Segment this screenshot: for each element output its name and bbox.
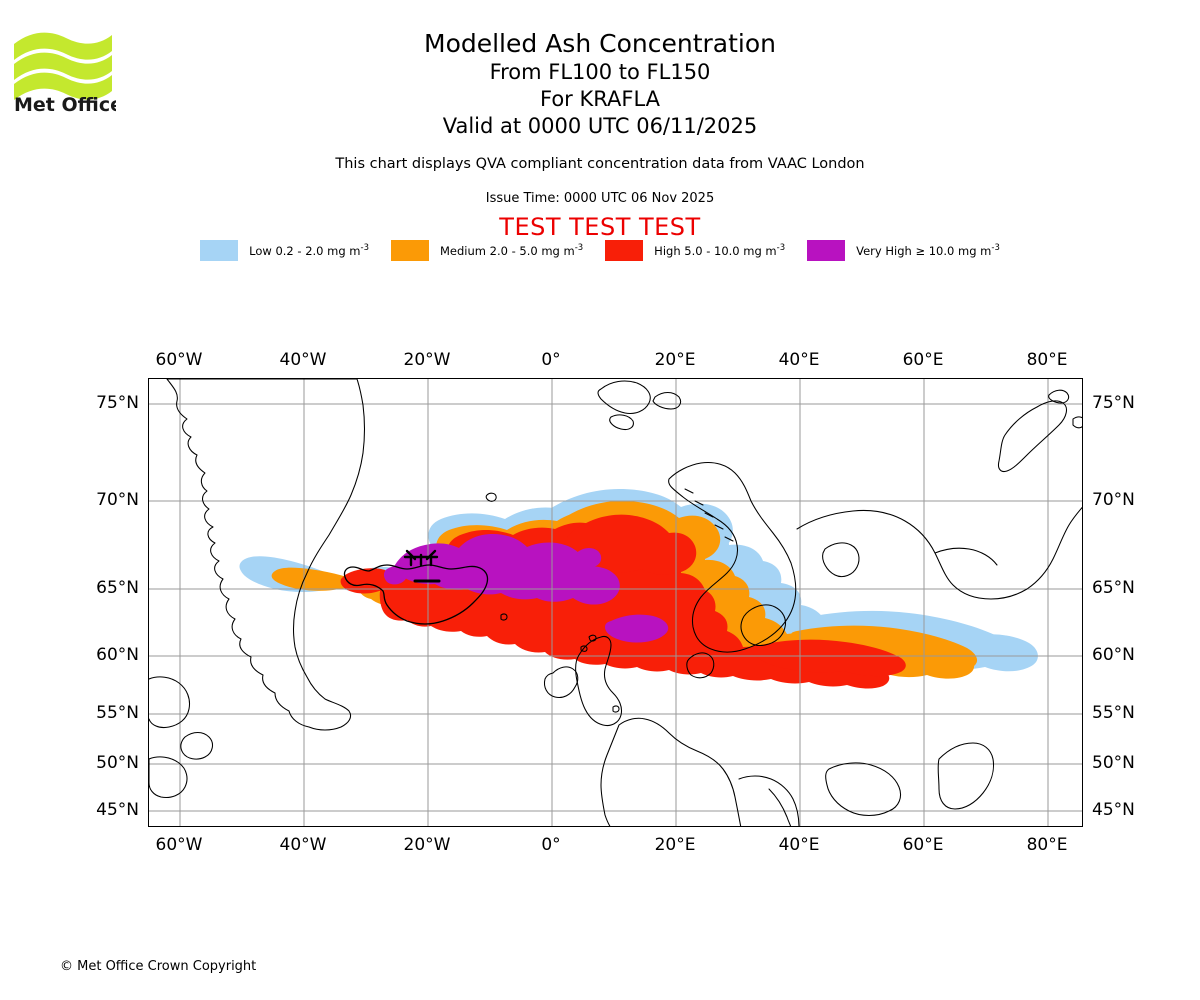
lat-tick-left-55N: 55°N bbox=[96, 703, 139, 723]
lat-tick-left-50N: 50°N bbox=[96, 753, 139, 773]
lon-tick-top-40E: 40°E bbox=[778, 350, 820, 370]
legend-sup-low: -3 bbox=[360, 243, 369, 254]
coastline-iceland bbox=[343, 564, 489, 625]
lat-tick-left-60N: 60°N bbox=[96, 645, 139, 665]
lon-tick-bottom-0: 0° bbox=[541, 835, 561, 855]
lat-tick-left-70N: 70°N bbox=[96, 490, 139, 510]
plume-contour-very-high-lower-cell bbox=[605, 614, 669, 643]
lon-tick-top-20E: 20°E bbox=[654, 350, 696, 370]
copyright-notice: © Met Office Crown Copyright bbox=[60, 959, 257, 974]
lon-tick-bottom-60W: 60°W bbox=[155, 835, 203, 855]
coastline-norway-fjords bbox=[684, 488, 734, 542]
lat-tick-left-45N: 45°N bbox=[96, 800, 139, 820]
coastline-greenland bbox=[166, 379, 366, 731]
lat-tick-right-65N: 65°N bbox=[1092, 578, 1135, 598]
page-title: Modelled Ash Concentration bbox=[424, 29, 776, 58]
legend-sup-medium: -3 bbox=[574, 243, 584, 254]
ash-concentration-map: 60°W 40°W 20°W 0° 20°E 40°E 60°E 80°E 60… bbox=[96, 350, 1135, 855]
lon-tick-top-0: 0° bbox=[541, 350, 561, 370]
coastline-canada-east bbox=[149, 676, 214, 798]
legend-label-low: Low 0.2 - 2.0 mg m-3 bbox=[249, 243, 369, 258]
lon-tick-top-60W: 60°W bbox=[155, 350, 203, 370]
coastline-scandinavia bbox=[668, 462, 797, 653]
plume-contour-very-high-source bbox=[383, 566, 408, 585]
lat-tick-right-70N: 70°N bbox=[1092, 490, 1135, 510]
lat-tick-right-60N: 60°N bbox=[1092, 645, 1135, 665]
plume-contour-very-high bbox=[393, 534, 620, 605]
legend-swatch-low bbox=[200, 240, 239, 261]
legend-label-medium: Medium 2.0 - 5.0 mg m-3 bbox=[439, 243, 584, 258]
coastline-arctic-islands bbox=[1048, 389, 1082, 429]
plume-contour-medium-west-tail bbox=[271, 567, 360, 591]
coastline-europe-west bbox=[600, 717, 742, 826]
valid-time: Valid at 0000 UTC 06/11/2025 bbox=[442, 114, 758, 138]
island-jan-mayen bbox=[485, 492, 497, 502]
map-frame bbox=[148, 378, 1083, 827]
legend-swatch-very-high bbox=[807, 240, 846, 261]
logo-text: Met Office bbox=[14, 94, 116, 112]
legend-item-very-high: Very High ≥ 10.0 mg m-3 bbox=[807, 240, 1000, 261]
lat-tick-right-55N: 55°N bbox=[1092, 703, 1135, 723]
volcano-name: For KRAFLA bbox=[540, 87, 660, 111]
coastline-small-islands bbox=[612, 705, 620, 713]
coastline-black-sea bbox=[825, 762, 902, 817]
lon-tick-bottom-60E: 60°E bbox=[902, 835, 944, 855]
coastline-great-britain bbox=[575, 635, 623, 726]
met-office-logo: Met Office bbox=[12, 26, 116, 112]
island-faroe bbox=[500, 613, 508, 621]
map-canvas bbox=[149, 379, 1082, 826]
lon-tick-bottom-80E: 80°E bbox=[1026, 835, 1068, 855]
coastline-novaya-zemlya bbox=[997, 400, 1068, 472]
concentration-legend: Low 0.2 - 2.0 mg m-3 Medium 2.0 - 5.0 mg… bbox=[0, 240, 1200, 261]
coastline-mediterranean bbox=[738, 775, 800, 826]
lon-tick-top-80E: 80°E bbox=[1026, 350, 1068, 370]
legend-label-very-high: Very High ≥ 10.0 mg m-3 bbox=[856, 243, 1000, 258]
lon-tick-bottom-20W: 20°W bbox=[403, 835, 451, 855]
legend-item-low: Low 0.2 - 2.0 mg m-3 bbox=[200, 240, 369, 261]
coastline-white-sea bbox=[822, 542, 860, 578]
chart-subtitle: This chart displays QVA compliant concen… bbox=[335, 156, 865, 172]
coastline-caspian bbox=[937, 742, 994, 810]
lon-tick-top-40W: 40°W bbox=[279, 350, 327, 370]
coastline-ireland bbox=[544, 666, 579, 698]
coastline-russia-north bbox=[796, 506, 1082, 600]
issue-time: Issue Time: 0000 UTC 06 Nov 2025 bbox=[485, 191, 715, 206]
title-block: Modelled Ash Concentration From FL100 to… bbox=[0, 28, 1200, 140]
legend-item-high: High 5.0 - 10.0 mg m-3 bbox=[605, 240, 785, 261]
coastline-denmark bbox=[686, 652, 715, 679]
logo-waves bbox=[14, 32, 112, 100]
plume-contour-high-source-cell bbox=[340, 568, 393, 594]
legend-sup-very-high: -3 bbox=[991, 243, 1000, 254]
graticule bbox=[149, 379, 1082, 826]
coastlines bbox=[149, 379, 1082, 826]
flight-level-range: From FL100 to FL150 bbox=[489, 60, 711, 84]
lat-tick-right-50N: 50°N bbox=[1092, 753, 1135, 773]
lat-tick-right-45N: 45°N bbox=[1092, 800, 1135, 820]
coastline-scottish-isles bbox=[580, 634, 597, 652]
lon-tick-bottom-40E: 40°E bbox=[778, 835, 820, 855]
iceland-volcano-marker bbox=[403, 549, 439, 567]
ash-plume bbox=[239, 489, 1038, 689]
lat-tick-left-65N: 65°N bbox=[96, 578, 139, 598]
lon-tick-bottom-20E: 20°E bbox=[654, 835, 696, 855]
legend-label-high: High 5.0 - 10.0 mg m-3 bbox=[654, 243, 786, 258]
lat-tick-left-75N: 75°N bbox=[96, 393, 139, 413]
legend-swatch-high bbox=[605, 240, 644, 261]
plume-contour-high-east bbox=[750, 639, 906, 677]
legend-swatch-medium bbox=[390, 240, 429, 261]
test-banner: TEST TEST TEST bbox=[499, 213, 701, 241]
lon-tick-top-60E: 60°E bbox=[902, 350, 944, 370]
coastline-svalbard bbox=[597, 380, 682, 431]
lon-tick-bottom-40W: 40°W bbox=[279, 835, 327, 855]
plume-contour-very-high-blob bbox=[574, 548, 602, 569]
lon-tick-top-20W: 20°W bbox=[403, 350, 451, 370]
legend-item-medium: Medium 2.0 - 5.0 mg m-3 bbox=[390, 240, 584, 261]
lat-tick-right-75N: 75°N bbox=[1092, 393, 1135, 413]
legend-sup-high: -3 bbox=[776, 243, 786, 254]
met-office-logo-graphic: Met Office bbox=[14, 32, 116, 112]
coastline-baltic bbox=[740, 604, 786, 646]
